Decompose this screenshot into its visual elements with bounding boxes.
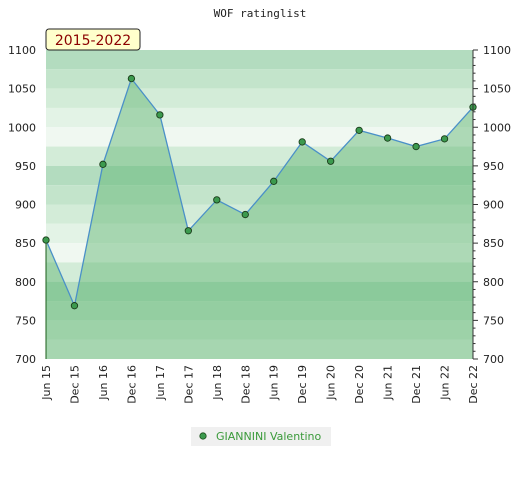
y-tick-label-left: 850 xyxy=(15,237,36,250)
data-point[interactable] xyxy=(270,177,278,185)
data-point[interactable] xyxy=(241,210,249,219)
data-point[interactable] xyxy=(355,126,363,134)
background-band xyxy=(46,320,473,340)
y-tick-label-right: 1050 xyxy=(483,83,511,96)
background-band xyxy=(46,281,473,302)
background-band xyxy=(46,301,473,321)
background-band xyxy=(46,339,473,359)
background-band xyxy=(46,107,473,128)
data-point[interactable] xyxy=(213,196,221,204)
data-point[interactable] xyxy=(327,157,335,165)
y-tick-label-left: 750 xyxy=(15,314,36,327)
legend-marker-icon xyxy=(199,432,207,440)
y-tick-label-right: 1000 xyxy=(483,121,511,134)
data-point[interactable] xyxy=(440,135,449,143)
data-point[interactable] xyxy=(383,134,392,142)
x-tick-label: Dec 21 xyxy=(410,365,423,404)
background-band xyxy=(46,223,473,244)
legend[interactable]: GIANNINI Valentino xyxy=(191,427,331,446)
series-area-fill xyxy=(46,78,473,359)
y-tick-label-right: 750 xyxy=(483,314,504,327)
x-tick-label: Jun 17 xyxy=(154,365,167,401)
background-band xyxy=(46,50,473,70)
data-point[interactable] xyxy=(99,160,107,168)
period-label: 2015-2022 xyxy=(55,33,131,49)
y-tick-label-right: 900 xyxy=(483,199,504,212)
x-tick-label: Jun 18 xyxy=(211,365,224,401)
x-tick-label: Jun 15 xyxy=(40,365,53,401)
background-band xyxy=(46,146,473,166)
x-tick-label: Dec 18 xyxy=(239,365,252,404)
x-tick-label: Dec 22 xyxy=(467,365,480,404)
x-tick-label: Jun 21 xyxy=(382,365,395,401)
y-tick-label-left: 950 xyxy=(15,160,36,173)
period-badge: 2015-2022 xyxy=(45,28,141,51)
x-tick-label: Jun 22 xyxy=(439,365,452,401)
data-point[interactable] xyxy=(42,236,50,244)
chart-title: WOF ratinglist xyxy=(214,7,307,20)
series-line xyxy=(45,77,474,308)
y-tick-label-left: 1000 xyxy=(8,121,36,134)
data-point[interactable] xyxy=(127,74,136,83)
data-point[interactable] xyxy=(298,138,306,146)
x-tick-label: Dec 20 xyxy=(353,365,366,404)
x-tick-label: Dec 15 xyxy=(68,365,81,404)
background-band xyxy=(46,69,473,89)
y-tick-label-left: 900 xyxy=(15,199,36,212)
x-tick-label: Dec 19 xyxy=(296,365,309,404)
data-point[interactable] xyxy=(412,142,420,151)
y-tick-label-right: 800 xyxy=(483,276,504,289)
y-tick-label-left: 1050 xyxy=(8,83,36,96)
background-band xyxy=(46,88,473,108)
data-point[interactable] xyxy=(156,111,164,119)
y-tick-label-right: 850 xyxy=(483,237,504,250)
y-tick-label-left: 800 xyxy=(15,276,36,289)
y-tick-label-right: 950 xyxy=(483,160,504,173)
y-tick-label-right: 700 xyxy=(483,353,504,366)
data-point[interactable] xyxy=(70,302,79,310)
background-band xyxy=(46,262,473,282)
background-band xyxy=(46,204,473,224)
background-band xyxy=(46,165,473,186)
legend-series-name: GIANNINI Valentino xyxy=(216,430,322,443)
y-tick-label-left: 1100 xyxy=(8,44,36,57)
x-tick-label: Dec 16 xyxy=(125,365,138,404)
x-tick-label: Dec 17 xyxy=(182,365,195,404)
x-tick-label: Jun 16 xyxy=(97,365,110,401)
data-point[interactable] xyxy=(184,227,192,235)
background-band xyxy=(46,185,473,205)
x-tick-label: Jun 19 xyxy=(268,365,281,401)
background-band xyxy=(46,243,473,263)
x-tick-label: Jun 20 xyxy=(325,365,338,401)
y-tick-label-right: 1100 xyxy=(483,44,511,57)
background-bands xyxy=(46,50,473,359)
y-tick-label-left: 700 xyxy=(15,353,36,366)
